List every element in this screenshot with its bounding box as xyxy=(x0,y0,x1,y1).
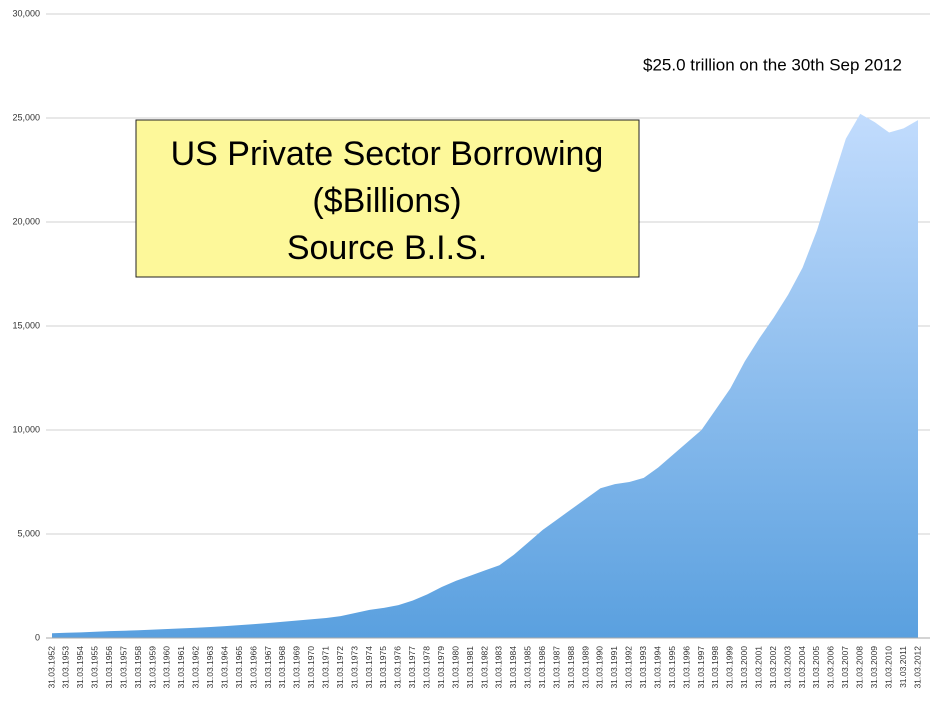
x-tick-label: 31.03.1967 xyxy=(263,646,273,689)
x-tick-label: 31.03.1986 xyxy=(537,646,547,689)
x-tick-label: 31.03.2001 xyxy=(753,646,763,689)
x-tick-label: 31.03.1962 xyxy=(191,646,201,689)
area xyxy=(52,113,918,639)
x-tick-label: 31.03.1990 xyxy=(595,646,605,689)
x-tick-label: 31.03.2006 xyxy=(826,646,836,689)
x-tick-label: 31.03.1968 xyxy=(277,646,287,689)
x-tick-label: 31.03.1952 xyxy=(46,646,56,689)
x-tick-label: 31.03.1973 xyxy=(349,646,359,689)
chart-title: US Private Sector Borrowing xyxy=(171,135,604,173)
x-tick-label: 31.03.1982 xyxy=(479,646,489,689)
x-tick-label: 31.03.1965 xyxy=(234,646,244,689)
x-tick-label: 31.03.2000 xyxy=(739,646,749,689)
x-tick-label: 31.03.1991 xyxy=(609,646,619,689)
x-tick-label: 31.03.1981 xyxy=(465,646,475,689)
x-tick-label: 31.03.1978 xyxy=(422,646,432,689)
x-tick-label: 31.03.1966 xyxy=(248,646,258,689)
x-tick-label: 31.03.1954 xyxy=(75,646,85,689)
x-tick-label: 31.03.1989 xyxy=(580,646,590,689)
x-tick-label: 31.03.1980 xyxy=(450,646,460,689)
y-tick-label: 30,000 xyxy=(12,8,40,18)
x-tick-label: 31.03.1969 xyxy=(292,646,302,689)
x-tick-label: 31.03.1963 xyxy=(205,646,215,689)
x-tick-label: 31.03.2010 xyxy=(883,646,893,689)
x-tick-label: 31.03.1998 xyxy=(710,646,720,689)
x-tick-label: 31.03.1995 xyxy=(667,646,677,689)
y-tick-label: 20,000 xyxy=(12,216,40,226)
y-tick-label: 15,000 xyxy=(12,320,40,330)
x-tick-label: 31.03.2009 xyxy=(869,646,879,689)
x-tick-label: 31.03.2004 xyxy=(797,646,807,689)
annotation: $25.0 trillion on the 30th Sep 2012 xyxy=(643,55,902,74)
x-tick-label: 31.03.2007 xyxy=(840,646,850,689)
x-tick-label: 31.03.1955 xyxy=(90,646,100,689)
chart-title: Source B.I.S. xyxy=(287,229,487,267)
x-tick-label: 31.03.1999 xyxy=(725,646,735,689)
x-tick-label: 31.03.1996 xyxy=(681,646,691,689)
x-tick-label: 31.03.1960 xyxy=(162,646,172,689)
x-tick-label: 31.03.2008 xyxy=(855,646,865,689)
x-tick-label: 31.03.1964 xyxy=(219,646,229,689)
x-tick-label: 31.03.1956 xyxy=(104,646,114,689)
x-tick-label: 31.03.2003 xyxy=(782,646,792,689)
x-tick-label: 31.03.1985 xyxy=(523,646,533,689)
x-tick-label: 31.03.1974 xyxy=(364,646,374,689)
x-tick-label: 31.03.1972 xyxy=(335,646,345,689)
x-tick-label: 31.03.1961 xyxy=(176,646,186,689)
title-box xyxy=(135,119,640,278)
x-tick-label: 31.03.1988 xyxy=(566,646,576,689)
x-tick-label: 31.03.2012 xyxy=(912,646,922,689)
x-tick-label: 31.03.1976 xyxy=(393,646,403,689)
x-tick-label: 31.03.1992 xyxy=(624,646,634,689)
x-tick-label: 31.03.1958 xyxy=(133,646,143,689)
x-tick-label: 31.03.1957 xyxy=(118,646,128,689)
x-tick-label: 31.03.2005 xyxy=(811,646,821,689)
x-tick-label: 31.03.1953 xyxy=(61,646,71,689)
x-tick-label: 31.03.1993 xyxy=(638,646,648,689)
x-tick-label: 31.03.1997 xyxy=(696,646,706,689)
x-tick-label: 31.03.1977 xyxy=(407,646,417,689)
x-tick-label: 31.03.1979 xyxy=(436,646,446,689)
x-tick-label: 31.03.2011 xyxy=(898,646,908,688)
y-tick-label: 25,000 xyxy=(12,112,40,122)
x-tick-label: 31.03.1987 xyxy=(551,646,561,689)
x-tick-label: 31.03.1984 xyxy=(508,646,518,689)
x-tick-label: 31.03.1959 xyxy=(147,646,157,689)
x-tick-label: 31.03.1994 xyxy=(652,646,662,689)
x-tick-label: 31.03.1970 xyxy=(306,646,316,689)
x-tick-label: 31.03.1975 xyxy=(378,646,388,689)
x-tick-label: 31.03.2002 xyxy=(768,646,778,689)
x-tick-label: 31.03.1971 xyxy=(320,646,330,689)
y-tick-label: 0 xyxy=(35,632,40,642)
y-tick-label: 5,000 xyxy=(17,528,40,538)
x-tick-label: 31.03.1983 xyxy=(494,646,504,689)
y-tick-label: 10,000 xyxy=(12,424,40,434)
chart-title: ($Billions) xyxy=(312,182,461,220)
